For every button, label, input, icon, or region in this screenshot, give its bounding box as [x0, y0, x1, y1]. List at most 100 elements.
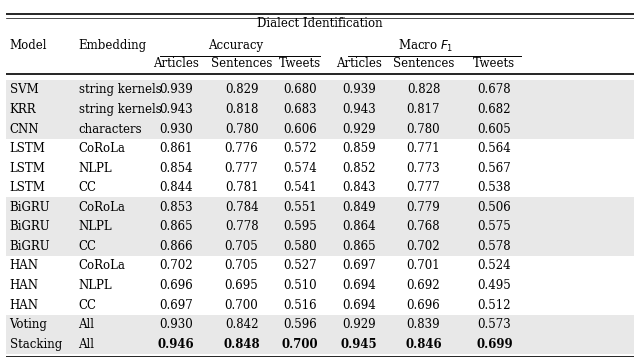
Text: 0.699: 0.699 — [476, 338, 513, 351]
Text: CoRoLa: CoRoLa — [79, 260, 125, 273]
Text: Accuracy: Accuracy — [208, 39, 263, 52]
Text: 0.776: 0.776 — [225, 142, 259, 155]
Bar — [6, 197, 634, 217]
Text: 0.527: 0.527 — [283, 260, 317, 273]
Text: 0.778: 0.778 — [225, 220, 259, 233]
Text: 0.930: 0.930 — [159, 318, 193, 331]
Bar — [6, 334, 634, 354]
Text: 0.781: 0.781 — [225, 181, 259, 194]
Text: 0.692: 0.692 — [406, 279, 440, 292]
Text: 0.817: 0.817 — [407, 103, 440, 116]
Text: Tweets: Tweets — [279, 57, 321, 70]
Text: CC: CC — [79, 181, 97, 194]
Text: 0.859: 0.859 — [342, 142, 376, 155]
Text: CNN: CNN — [10, 122, 39, 135]
Text: 0.694: 0.694 — [342, 299, 376, 312]
Text: HAN: HAN — [10, 299, 38, 312]
Text: KRR: KRR — [10, 103, 36, 116]
Text: 0.697: 0.697 — [159, 299, 193, 312]
Text: 0.516: 0.516 — [283, 299, 317, 312]
Text: 0.945: 0.945 — [340, 338, 377, 351]
Text: 0.946: 0.946 — [157, 338, 194, 351]
Text: 0.779: 0.779 — [406, 201, 440, 214]
Text: BiGRU: BiGRU — [10, 240, 50, 253]
Text: 0.573: 0.573 — [477, 318, 511, 331]
Text: 0.510: 0.510 — [283, 279, 317, 292]
Text: 0.777: 0.777 — [406, 181, 440, 194]
Text: 0.580: 0.580 — [283, 240, 317, 253]
Text: 0.683: 0.683 — [283, 103, 317, 116]
Text: 0.572: 0.572 — [283, 142, 317, 155]
Text: 0.865: 0.865 — [159, 220, 193, 233]
Text: 0.780: 0.780 — [406, 122, 440, 135]
Text: Dialect Identification: Dialect Identification — [257, 17, 383, 30]
Text: HAN: HAN — [10, 260, 38, 273]
Text: Stacking: Stacking — [10, 338, 62, 351]
Text: 0.578: 0.578 — [477, 240, 511, 253]
Text: 0.524: 0.524 — [477, 260, 511, 273]
Text: 0.538: 0.538 — [477, 181, 511, 194]
Bar — [6, 80, 634, 100]
Text: Voting: Voting — [10, 318, 47, 331]
Text: 0.694: 0.694 — [342, 279, 376, 292]
Text: Sentences: Sentences — [393, 57, 454, 70]
Text: CC: CC — [79, 299, 97, 312]
Text: 0.564: 0.564 — [477, 142, 511, 155]
Text: 0.939: 0.939 — [342, 83, 376, 96]
Text: 0.852: 0.852 — [342, 162, 376, 175]
Bar — [6, 119, 634, 139]
Text: 0.865: 0.865 — [342, 240, 376, 253]
Text: 0.849: 0.849 — [342, 201, 376, 214]
Text: 0.818: 0.818 — [225, 103, 259, 116]
Text: 0.768: 0.768 — [406, 220, 440, 233]
Text: 0.839: 0.839 — [406, 318, 440, 331]
Text: CC: CC — [79, 240, 97, 253]
Text: 0.829: 0.829 — [225, 83, 259, 96]
Text: string kernels: string kernels — [79, 103, 161, 116]
Text: NLPL: NLPL — [79, 220, 112, 233]
Text: 0.702: 0.702 — [159, 260, 193, 273]
Text: 0.842: 0.842 — [225, 318, 259, 331]
Text: 0.567: 0.567 — [477, 162, 511, 175]
Text: 0.701: 0.701 — [406, 260, 440, 273]
Text: 0.930: 0.930 — [159, 122, 193, 135]
Bar — [6, 315, 634, 334]
Text: 0.605: 0.605 — [477, 122, 511, 135]
Text: CoRoLa: CoRoLa — [79, 142, 125, 155]
Text: BiGRU: BiGRU — [10, 201, 50, 214]
Text: Articles: Articles — [336, 57, 382, 70]
Text: 0.943: 0.943 — [342, 103, 376, 116]
Text: LSTM: LSTM — [10, 142, 45, 155]
Text: 0.702: 0.702 — [406, 240, 440, 253]
Text: Articles: Articles — [153, 57, 198, 70]
Text: 0.695: 0.695 — [225, 279, 259, 292]
Text: 0.864: 0.864 — [342, 220, 376, 233]
Text: Sentences: Sentences — [211, 57, 272, 70]
Text: SVM: SVM — [10, 83, 38, 96]
Text: 0.773: 0.773 — [406, 162, 440, 175]
Text: 0.705: 0.705 — [225, 240, 259, 253]
Text: 0.696: 0.696 — [406, 299, 440, 312]
Text: string kernels: string kernels — [79, 83, 161, 96]
Text: Tweets: Tweets — [474, 57, 515, 70]
Text: All: All — [79, 318, 95, 331]
Text: 0.846: 0.846 — [405, 338, 442, 351]
Text: 0.541: 0.541 — [283, 181, 317, 194]
Text: 0.495: 0.495 — [477, 279, 511, 292]
Text: 0.574: 0.574 — [283, 162, 317, 175]
Text: 0.678: 0.678 — [477, 83, 511, 96]
Text: All: All — [79, 338, 95, 351]
Text: 0.682: 0.682 — [477, 103, 511, 116]
Text: 0.512: 0.512 — [477, 299, 511, 312]
Text: 0.843: 0.843 — [342, 181, 376, 194]
Text: 0.929: 0.929 — [342, 122, 376, 135]
Text: 0.780: 0.780 — [225, 122, 259, 135]
Text: 0.506: 0.506 — [477, 201, 511, 214]
Text: 0.853: 0.853 — [159, 201, 193, 214]
Text: Model: Model — [10, 39, 47, 52]
Text: NLPL: NLPL — [79, 162, 112, 175]
Text: 0.848: 0.848 — [223, 338, 260, 351]
Text: 0.596: 0.596 — [283, 318, 317, 331]
Text: NLPL: NLPL — [79, 279, 112, 292]
Text: BiGRU: BiGRU — [10, 220, 50, 233]
